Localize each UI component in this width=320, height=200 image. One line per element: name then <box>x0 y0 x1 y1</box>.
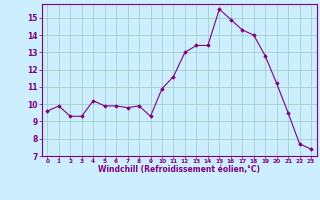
X-axis label: Windchill (Refroidissement éolien,°C): Windchill (Refroidissement éolien,°C) <box>98 165 260 174</box>
